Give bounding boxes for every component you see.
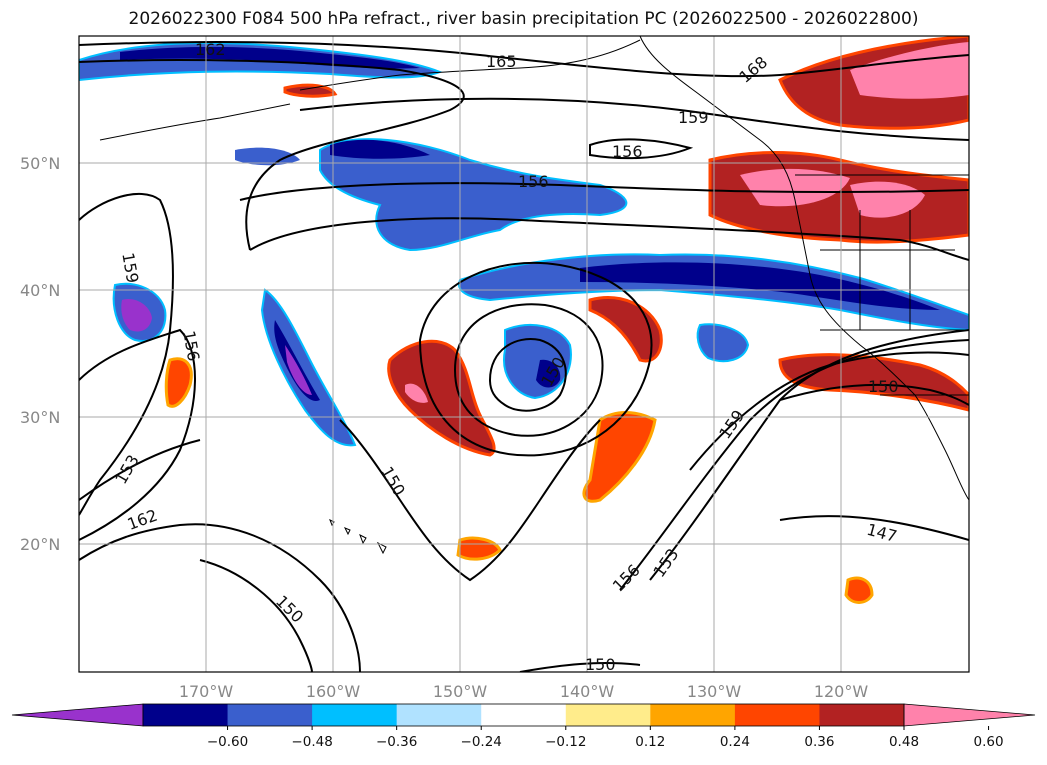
contour-label: 162	[195, 40, 226, 59]
shade-diagonal-purple	[285, 345, 312, 395]
colorbar-label: 0.24	[720, 734, 750, 750]
lon-label-160w: 160°W	[306, 682, 361, 701]
shade-comma-pink	[405, 383, 428, 403]
contour-cyclone-inner	[488, 338, 567, 412]
colorbar-segment	[734, 704, 820, 726]
shade-blob-n-central	[319, 138, 628, 252]
shade-band-north-core	[120, 46, 420, 69]
colorbar-extend-high	[903, 703, 1036, 727]
contour-cyclone-mid	[453, 303, 604, 437]
map-title: 2026022300 F084 500 hPa refract., river …	[128, 9, 919, 29]
shade-cyclone-core	[536, 359, 561, 388]
coast-alaska	[299, 39, 641, 91]
lon-label-130w: 130°W	[687, 682, 742, 701]
lon-axis: 170°W 160°W 150°W 140°W 130°W 120°W	[179, 682, 869, 701]
height-contours	[79, 41, 969, 672]
contour-153-west	[79, 439, 201, 501]
lon-label-120w: 120°W	[814, 682, 869, 701]
lat-label-20n: 20°N	[20, 535, 60, 554]
colorbar-label: −0.48	[291, 734, 332, 750]
shade-blob-nw	[235, 147, 300, 166]
contour-label: 150	[868, 377, 899, 396]
lat-label-30n: 30°N	[20, 408, 60, 427]
contour-159-north	[299, 97, 969, 141]
shade-diagonal-band	[260, 288, 357, 447]
shade-west-purple	[121, 299, 152, 332]
shade-small-red-1	[456, 536, 502, 561]
lon-label-170w: 170°W	[179, 682, 234, 701]
map-frame	[78, 35, 970, 673]
shade-small-red-3	[283, 83, 338, 98]
state-borders	[820, 210, 969, 331]
colorbar-extend-low	[11, 703, 144, 727]
colorbar-label: −0.12	[545, 734, 586, 750]
colorbar-segment	[481, 704, 567, 726]
colorbar-label: 0.36	[804, 734, 834, 750]
contour-153-mid	[249, 217, 969, 261]
shade-comma-red	[387, 339, 496, 457]
colorbar-segment	[565, 704, 651, 726]
contour-cyclone-outer	[418, 261, 653, 457]
contour-156-north	[589, 138, 694, 160]
contour-150-south	[519, 662, 641, 672]
contour-156-east	[619, 339, 969, 591]
colorbar-label: 0.48	[889, 734, 919, 750]
contour-150-east	[779, 383, 969, 406]
contour-label: 165	[486, 52, 517, 71]
colorbar-segment	[396, 704, 482, 726]
contour-label: 156	[612, 142, 643, 161]
shade-diagonal-core	[274, 320, 320, 401]
colorbar-segment	[312, 704, 398, 726]
contour-159-west	[79, 192, 174, 516]
colorbar-segment	[227, 704, 313, 726]
contour-156-west	[79, 328, 196, 541]
colorbar-segment	[819, 704, 905, 726]
colorbar-label: 0.12	[635, 734, 665, 750]
colorbar-label: 0.60	[974, 734, 1004, 750]
shade-small-red-2	[844, 576, 874, 604]
lon-label-150w: 150°W	[433, 682, 488, 701]
colorbar-outline	[142, 703, 905, 727]
shade-blob-n-central-core	[330, 139, 430, 159]
contour-165	[79, 41, 969, 78]
contour-162	[79, 59, 465, 251]
lon-label-140w: 140°W	[560, 682, 615, 701]
lat-axis: 50°N 40°N 30°N 20°N	[20, 154, 60, 554]
colorbar-label: −0.24	[461, 734, 502, 750]
lat-label-40n: 40°N	[20, 281, 60, 300]
contour-label: 159	[678, 108, 709, 127]
colorbar: −0.60 −0.48 −0.36 −0.24 −0.12 0.12 0.24 0.36 0.4…	[11, 703, 1036, 750]
colorbar-segment	[650, 704, 736, 726]
shade-west-red	[164, 357, 193, 408]
colorbar-label: −0.36	[376, 734, 417, 750]
contour-150-center	[339, 419, 601, 582]
shade-coast-pink	[740, 168, 850, 207]
coast-north-america	[639, 36, 969, 501]
colorbar-label: −0.60	[207, 734, 248, 750]
contour-label: 156	[518, 172, 549, 191]
contour-150-west	[199, 559, 313, 672]
lat-label-50n: 50°N	[20, 154, 60, 173]
shade-ne-pink	[850, 42, 969, 99]
contour-156-mid	[239, 182, 969, 201]
shade-sub-red	[778, 353, 969, 412]
contour-label: 150	[585, 655, 616, 674]
shade-east-blob	[696, 323, 750, 363]
contour-162-sw	[79, 523, 361, 672]
gridlines	[79, 36, 969, 672]
colorbar-segment	[143, 704, 229, 726]
shade-band-east-core	[580, 262, 940, 310]
contour-147	[779, 515, 969, 541]
coast-aleutians	[99, 103, 291, 141]
